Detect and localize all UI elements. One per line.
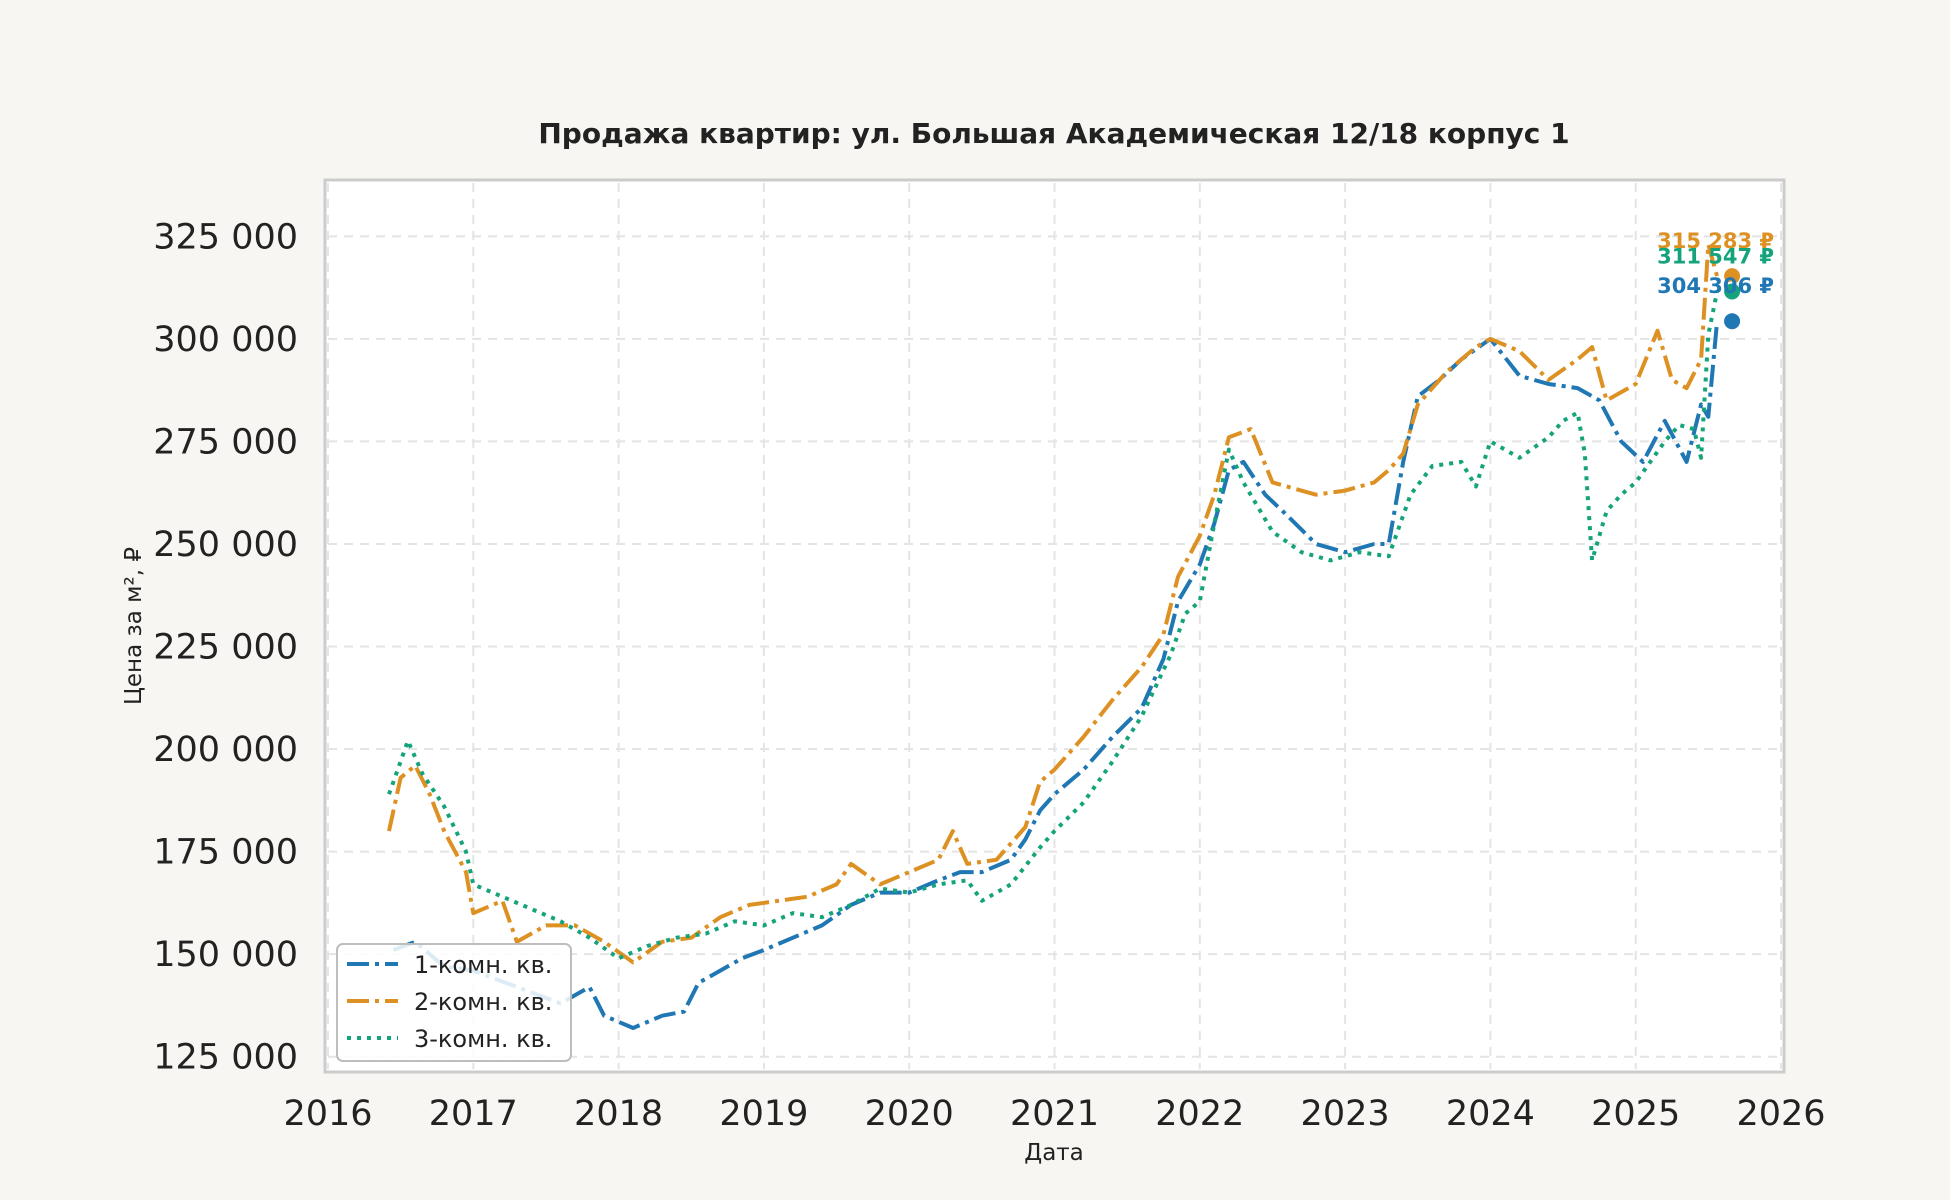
x-tick-label: 2016: [283, 1094, 372, 1134]
x-tick-label: 2021: [1010, 1094, 1099, 1134]
y-tick-label: 225 000: [153, 628, 298, 668]
series-end-marker-3: [1722, 281, 1743, 302]
y-axis-label: Цена за м², ₽: [121, 547, 147, 705]
legend-box: [336, 943, 572, 1062]
series-end-label-1: 304 306 ₽: [1657, 274, 1774, 298]
y-tick-label: 250 000: [153, 525, 298, 565]
legend: 1-комн. кв. 2-комн. кв. 3-комн. кв.: [336, 943, 572, 1062]
series-line-1: [392, 321, 1720, 1030]
series-end-label-3: 311 547 ₽: [1657, 245, 1774, 269]
x-tick-label: 2023: [1301, 1094, 1390, 1134]
y-tick-label: 125 000: [153, 1038, 298, 1078]
y-tick-label: 275 000: [153, 422, 298, 462]
series-layer: [387, 242, 1720, 1030]
x-tick-label: 2019: [719, 1094, 808, 1134]
series-end-marker-1: [1722, 311, 1743, 332]
y-tick-label: 150 000: [153, 935, 298, 975]
legend-label-1: 1-комн. кв.: [414, 951, 552, 979]
y-tick-label: 175 000: [153, 833, 298, 873]
x-tick-label: 2022: [1155, 1094, 1244, 1134]
x-tick-label: 2025: [1591, 1094, 1680, 1134]
y-tick-label: 300 000: [153, 320, 298, 360]
y-tick-label: 325 000: [153, 217, 298, 257]
legend-label-2: 2-комн. кв.: [414, 988, 552, 1016]
x-tick-label: 2020: [865, 1094, 954, 1134]
legend-label-3: 3-комн. кв.: [414, 1025, 552, 1053]
x-tick-label: 2018: [574, 1094, 663, 1134]
x-tick-label: 2017: [429, 1094, 518, 1134]
series-end-label-2: 315 283 ₽: [1657, 229, 1774, 253]
x-axis-ticks: 2016 2017 2018 2019 2020 2021 2022 2023 2024 2025…: [283, 1094, 1825, 1134]
y-axis-ticks: 125 000 150 000 175 000 200 000 225 000 250 0…: [153, 217, 298, 1077]
series-line-2: [387, 242, 1720, 965]
chart-title: Продажа квартир: ул. Большая Академическ…: [538, 117, 1569, 150]
y-tick-label: 200 000: [153, 730, 298, 770]
end-markers: 304 306 ₽ 315 283 ₽311 547 ₽: [1657, 229, 1774, 332]
x-axis-label: Дата: [1024, 1140, 1084, 1166]
x-tick-label: 2024: [1446, 1094, 1535, 1134]
x-tick-label: 2026: [1736, 1094, 1825, 1134]
